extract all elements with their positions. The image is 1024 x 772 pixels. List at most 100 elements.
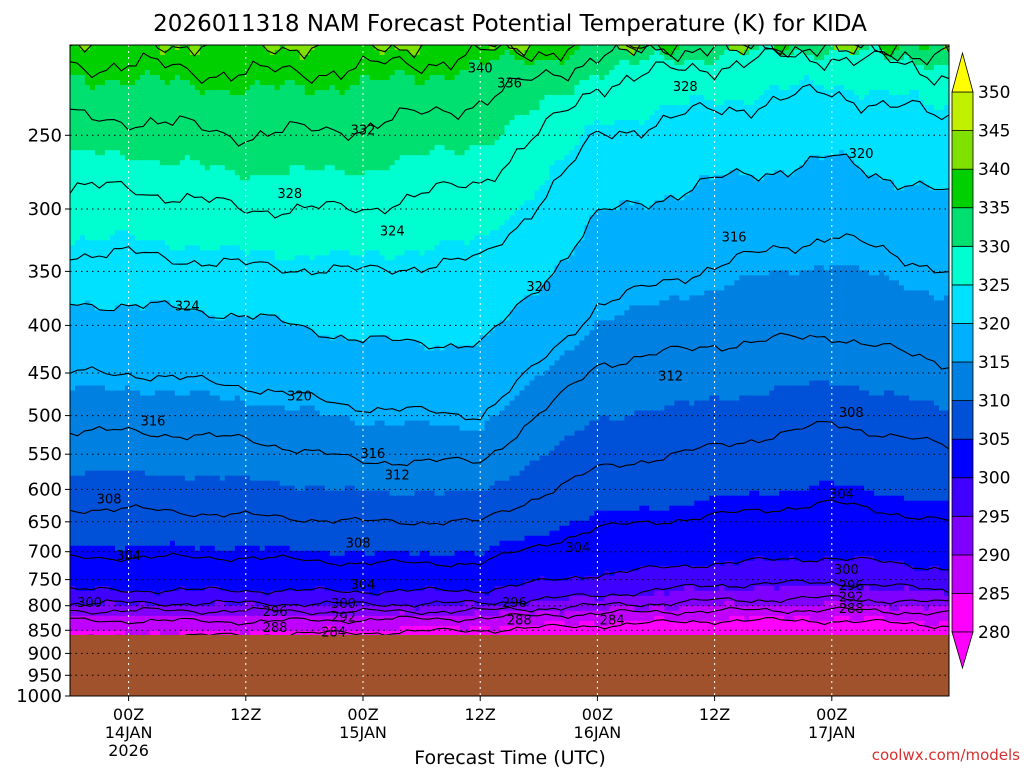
- field-cell: [189, 160, 196, 166]
- field-cell: [209, 210, 216, 216]
- field-cell: [124, 50, 131, 56]
- field-cell: [249, 225, 256, 231]
- field-cell: [164, 140, 171, 146]
- field-cell: [114, 385, 121, 392]
- field-cell: [129, 395, 136, 402]
- field-cell: [174, 480, 181, 487]
- field-cell: [84, 410, 91, 417]
- field-cell: [174, 365, 181, 372]
- field-cell: [194, 495, 201, 502]
- field-cell: [274, 175, 281, 181]
- field-cell: [269, 95, 276, 101]
- field-cell: [70, 170, 76, 176]
- field-cell: [89, 95, 96, 101]
- field-cell: [174, 215, 181, 221]
- field-cell: [149, 105, 156, 111]
- field-cell: [239, 295, 246, 301]
- field-cell: [74, 370, 81, 377]
- field-cell: [139, 325, 146, 332]
- field-cell: [134, 110, 141, 116]
- field-cell: [244, 390, 251, 397]
- field-cell: [144, 45, 151, 51]
- field-cell: [204, 350, 211, 357]
- field-cell: [134, 380, 141, 387]
- field-cell: [154, 110, 161, 116]
- field-cell: [194, 625, 201, 632]
- field-cell: [189, 450, 196, 457]
- field-cell: [259, 140, 266, 146]
- field-cell: [199, 110, 206, 116]
- field-cell: [199, 105, 206, 111]
- field-cell: [164, 550, 171, 557]
- field-cell: [94, 325, 101, 332]
- field-cell: [269, 550, 276, 557]
- field-cell: [264, 315, 271, 322]
- field-cell: [109, 260, 116, 266]
- field-cell: [229, 575, 236, 582]
- field-cell: [204, 315, 211, 322]
- field-cell: [169, 525, 176, 532]
- field-cell: [214, 490, 221, 497]
- field-cell: [234, 110, 241, 116]
- field-cell: [214, 605, 221, 612]
- field-cell: [239, 105, 246, 111]
- field-cell: [139, 445, 146, 452]
- field-cell: [79, 60, 86, 66]
- field-cell: [74, 50, 81, 56]
- field-cell: [209, 565, 216, 572]
- field-cell: [194, 290, 201, 296]
- field-cell: [244, 195, 251, 201]
- field-cell: [94, 275, 101, 281]
- field-cell: [114, 205, 121, 211]
- field-cell: [224, 315, 231, 322]
- field-cell: [274, 335, 281, 342]
- field-cell: [144, 245, 151, 251]
- field-cell: [119, 115, 126, 121]
- field-cell: [199, 390, 206, 397]
- field-cell: [94, 615, 101, 622]
- field-cell: [249, 575, 256, 582]
- field-cell: [194, 220, 201, 226]
- field-cell: [224, 65, 231, 71]
- field-cell: [204, 335, 211, 342]
- field-cell: [119, 340, 126, 347]
- field-cell: [174, 210, 181, 216]
- field-cell: [114, 270, 121, 276]
- field-cell: [214, 560, 221, 567]
- field-cell: [164, 390, 171, 397]
- field-cell: [119, 215, 126, 221]
- field-cell: [114, 195, 121, 201]
- field-cell: [74, 155, 81, 161]
- field-cell: [209, 430, 216, 437]
- field-cell: [259, 50, 266, 56]
- field-cell: [74, 260, 81, 266]
- field-cell: [229, 205, 236, 211]
- field-cell: [219, 610, 226, 617]
- field-cell: [79, 230, 86, 236]
- field-cell: [229, 55, 236, 61]
- field-cell: [209, 160, 216, 166]
- field-cell: [114, 90, 121, 96]
- field-cell: [229, 300, 236, 306]
- field-cell: [70, 465, 76, 472]
- field-cell: [269, 420, 276, 427]
- field-cell: [129, 155, 136, 161]
- field-cell: [184, 590, 191, 597]
- field-cell: [234, 155, 241, 161]
- field-cell: [124, 245, 131, 251]
- field-cell: [274, 420, 281, 427]
- field-cell: [119, 265, 126, 271]
- field-cell: [184, 305, 191, 312]
- field-cell: [184, 315, 191, 322]
- field-cell: [224, 460, 231, 467]
- field-cell: [269, 495, 276, 502]
- field-cell: [229, 570, 236, 577]
- field-cell: [209, 275, 216, 281]
- field-cell: [179, 265, 186, 271]
- field-cell: [214, 480, 221, 487]
- field-cell: [164, 155, 171, 161]
- field-cell: [154, 440, 161, 447]
- field-cell: [134, 420, 141, 427]
- field-cell: [224, 275, 231, 281]
- field-cell: [164, 180, 171, 186]
